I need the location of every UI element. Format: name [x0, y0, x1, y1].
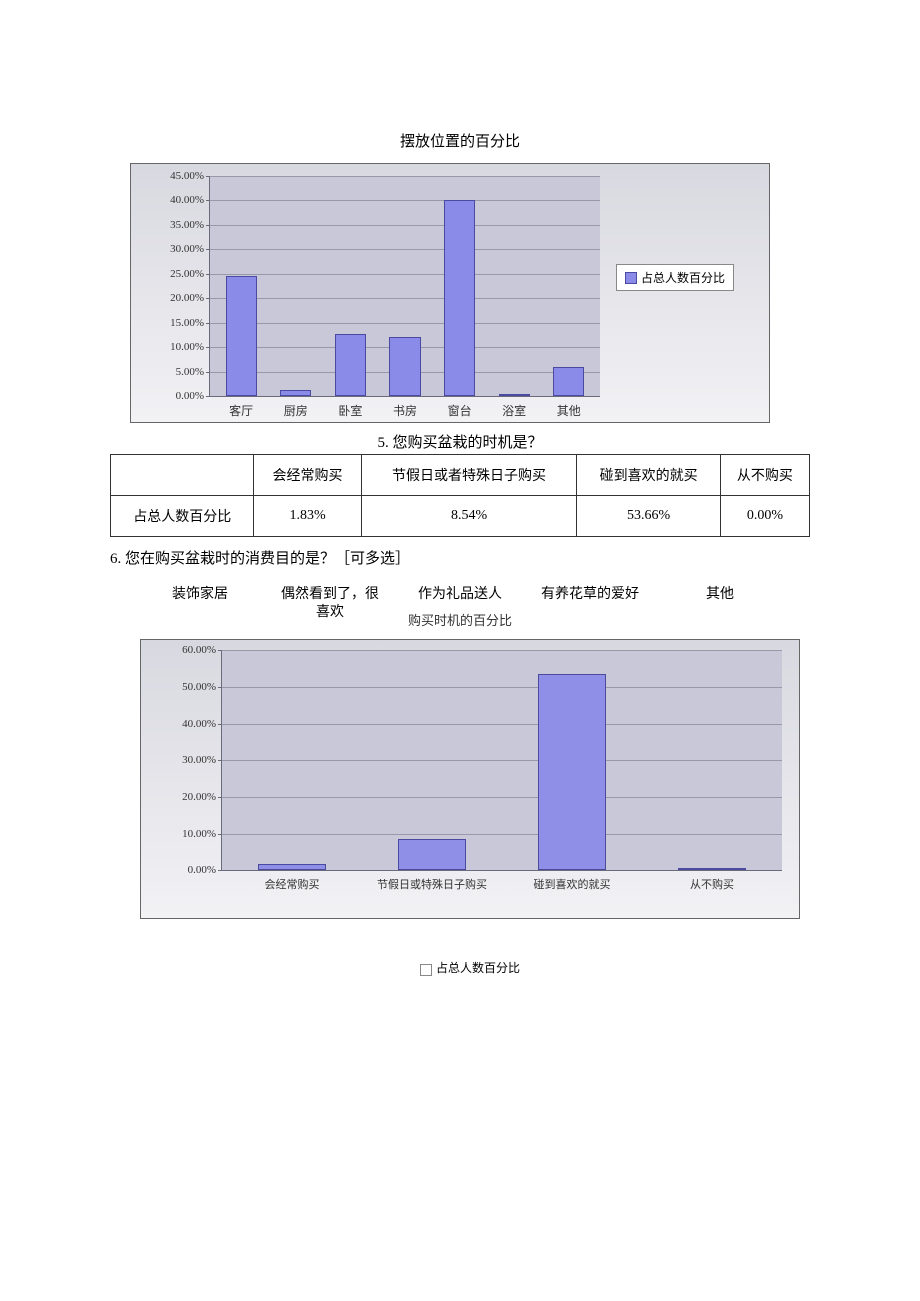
- chart-bar: [538, 674, 605, 871]
- q6-answer: 偶然看到了，很喜欢: [275, 586, 385, 622]
- q6-answer: 其他: [665, 586, 775, 622]
- table-cell: 8.54%: [361, 496, 577, 537]
- table-col-header: 节假日或者特殊日子购买: [361, 455, 577, 496]
- x-tick-label: 其他: [557, 402, 581, 419]
- y-tick-label: 5.00%: [176, 366, 210, 378]
- chart2-legend-label: 占总人数百分比: [436, 961, 520, 975]
- chart2-container: 0.00% 10.00% 20.00% 30.00% 40.00% 50.00% 60.00…: [140, 639, 800, 976]
- table-cell: 53.66%: [577, 496, 720, 537]
- chart-bar: [499, 394, 530, 396]
- x-tick-label: 浴室: [502, 402, 526, 419]
- x-tick-label: 窗台: [448, 402, 472, 419]
- chart-bar: [226, 276, 257, 396]
- y-tick-label: 0.00%: [176, 390, 210, 402]
- table-cell: 0.00%: [720, 496, 809, 537]
- x-tick-label: 卧室: [338, 402, 362, 419]
- chart1-plot: 0.00%5.00%10.00%15.00%20.00%25.00%30.00%…: [209, 176, 600, 397]
- q6-answer: 装饰家居: [145, 586, 255, 622]
- y-tick-label: 50.00%: [182, 681, 222, 693]
- y-tick-label: 25.00%: [170, 268, 210, 280]
- table-col-header: 碰到喜欢的就买: [577, 455, 720, 496]
- y-tick-label: 40.00%: [182, 718, 222, 730]
- chart1-container: 0.00% 5.00% 10.00% 15.00% 20.00% 25.00% 30.00%…: [130, 163, 790, 423]
- chart-bar: [389, 337, 420, 396]
- x-tick-label: 会经常购买: [265, 876, 320, 892]
- table-row: 占总人数百分比 1.83% 8.54% 53.66% 0.00%: [111, 496, 810, 537]
- table-header-row: 会经常购买 节假日或者特殊日子购买 碰到喜欢的就买 从不购买: [111, 455, 810, 496]
- y-tick-label: 10.00%: [182, 828, 222, 840]
- y-tick-label: 45.00%: [170, 170, 210, 182]
- chart1-title: 摆放位置的百分比: [100, 130, 820, 151]
- x-tick-label: 客厅: [229, 402, 253, 419]
- q5-title: 5. 您购买盆栽的时机是？: [100, 431, 820, 452]
- table-row-label: 占总人数百分比: [111, 496, 254, 537]
- chart-bar: [280, 390, 311, 396]
- q5-table: 会经常购买 节假日或者特殊日子购买 碰到喜欢的就买 从不购买 占总人数百分比 1…: [110, 454, 810, 537]
- y-tick-label: 0.00%: [188, 864, 222, 876]
- x-tick-label: 书房: [393, 402, 417, 419]
- y-tick-label: 60.00%: [182, 644, 222, 656]
- x-tick-label: 厨房: [284, 402, 308, 419]
- table-col-header: 从不购买: [720, 455, 809, 496]
- y-tick-label: 20.00%: [182, 791, 222, 803]
- chart2-legend: 占总人数百分比: [140, 959, 800, 976]
- chart-bar: [553, 367, 584, 396]
- y-tick-label: 30.00%: [182, 754, 222, 766]
- chart-bar: [398, 839, 465, 870]
- y-tick-label: 20.00%: [170, 292, 210, 304]
- y-tick-label: 35.00%: [170, 219, 210, 231]
- x-tick-label: 从不购买: [690, 876, 734, 892]
- chart1-legend-label: 占总人数百分比: [641, 269, 725, 286]
- y-tick-label: 30.00%: [170, 243, 210, 255]
- table-empty-header: [111, 455, 254, 496]
- y-tick-label: 10.00%: [170, 341, 210, 353]
- table-col-header: 会经常购买: [254, 455, 361, 496]
- y-tick-label: 40.00%: [170, 194, 210, 206]
- chart-bar: [444, 200, 475, 396]
- chart-bar: [678, 868, 745, 870]
- chart-bar: [335, 334, 366, 396]
- y-tick-label: 15.00%: [170, 317, 210, 329]
- legend-swatch-icon: [420, 964, 432, 976]
- table-cell: 1.83%: [254, 496, 361, 537]
- x-tick-label: 节假日或特殊日子购买: [377, 876, 487, 892]
- x-tick-label: 碰到喜欢的就买: [534, 876, 611, 892]
- q6-answer: 有养花草的爱好: [535, 586, 645, 622]
- q6-title: 6. 您在购买盆栽时的消费目的是？［可多选］: [110, 547, 820, 568]
- chart2-plot: 0.00%10.00%20.00%30.00%40.00%50.00%60.00…: [221, 650, 782, 871]
- chart-bar: [258, 864, 325, 871]
- legend-swatch-icon: [625, 272, 637, 284]
- chart1-legend: 占总人数百分比: [616, 264, 734, 291]
